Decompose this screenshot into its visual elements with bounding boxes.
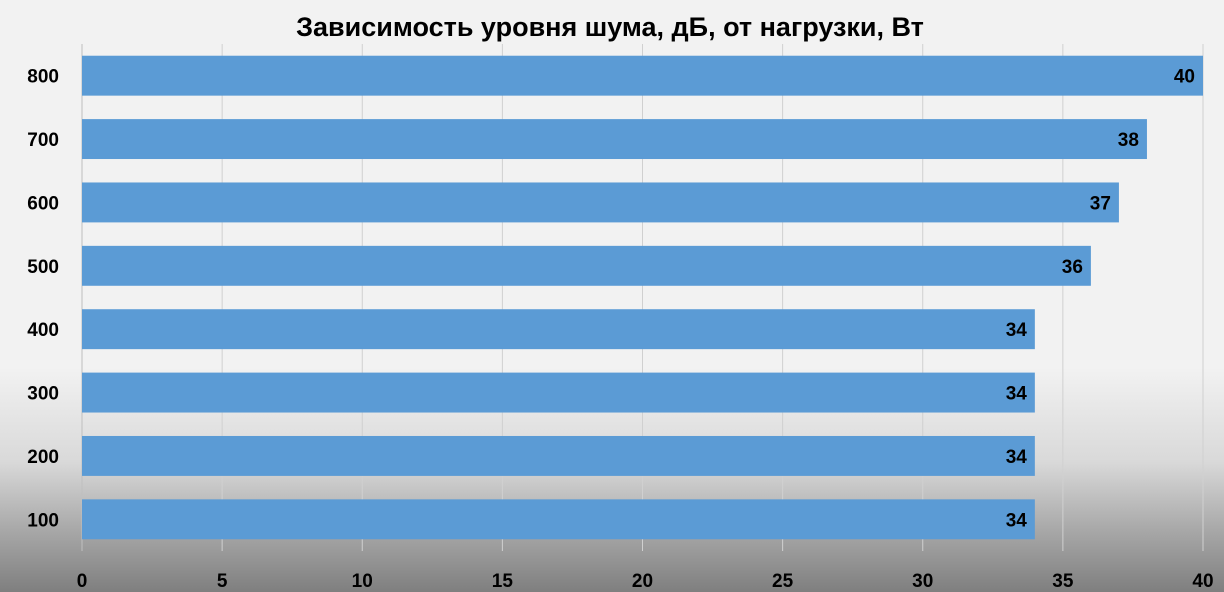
y-category-label: 600 [27, 193, 59, 214]
data-label: 34 [1006, 384, 1028, 405]
bar [82, 119, 1147, 160]
bar [82, 309, 1035, 350]
x-tick-label: 10 [352, 571, 373, 592]
y-category-label: 700 [27, 130, 59, 151]
bar [82, 372, 1035, 413]
x-tick-label: 0 [77, 571, 88, 592]
y-category-label: 300 [27, 384, 59, 405]
x-tick-label: 25 [772, 571, 794, 592]
data-label: 37 [1090, 193, 1111, 214]
data-label: 40 [1174, 67, 1195, 88]
x-axis-tick-labels: 0 5 10 15 20 25 30 35 40 [77, 571, 1214, 592]
x-tick-label: 20 [632, 571, 653, 592]
data-label: 36 [1062, 257, 1083, 278]
data-labels: 40 38 37 36 34 34 34 34 [1006, 67, 1195, 532]
y-category-label: 400 [27, 320, 59, 341]
y-axis-category-labels: 800 700 600 500 400 300 200 100 [27, 67, 59, 532]
bars [82, 55, 1203, 540]
chart-title: Зависимость уровня шума, дБ, от нагрузки… [296, 12, 924, 42]
bar [82, 245, 1091, 286]
x-tick-label: 30 [912, 571, 933, 592]
y-category-label: 200 [27, 447, 59, 468]
bar [82, 499, 1035, 540]
bar [82, 182, 1119, 223]
x-tick-label: 15 [492, 571, 514, 592]
y-category-label: 500 [27, 257, 59, 278]
x-tick-label: 40 [1192, 571, 1213, 592]
x-tick-label: 5 [217, 571, 228, 592]
data-label: 34 [1006, 447, 1028, 468]
bar [82, 435, 1035, 476]
x-tick-label: 35 [1052, 571, 1074, 592]
data-label: 34 [1006, 510, 1028, 531]
y-category-label: 800 [27, 67, 59, 88]
y-category-label: 100 [27, 510, 59, 531]
data-label: 38 [1118, 130, 1139, 151]
data-label: 34 [1006, 320, 1028, 341]
bar [82, 55, 1203, 96]
